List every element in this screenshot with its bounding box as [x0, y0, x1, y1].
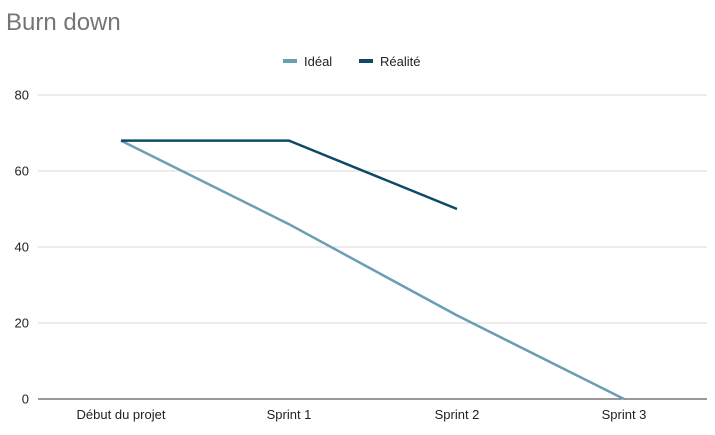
y-tick-label: 40 [15, 240, 29, 255]
legend-item-realite[interactable]: Réalité [359, 54, 420, 69]
series-line-ideal[interactable] [120, 139, 625, 401]
y-axis: 0 20 40 60 80 [15, 88, 29, 407]
x-axis: Début du projet Sprint 1 Sprint 2 Sprint 3 [38, 398, 707, 422]
legend-item-ideal[interactable]: Idéal [283, 54, 332, 69]
x-tick-label: Sprint 3 [602, 407, 647, 422]
x-tick-label: Sprint 2 [435, 407, 480, 422]
series-line-realite[interactable] [121, 139, 458, 211]
y-tick-label: 80 [15, 88, 29, 103]
legend: Idéal Réalité [283, 54, 420, 69]
plot-area [120, 139, 625, 401]
gridlines [38, 94, 707, 324]
y-tick-label: 60 [15, 164, 29, 179]
legend-label-ideal: Idéal [304, 54, 332, 69]
legend-swatch-ideal [283, 59, 297, 63]
x-tick-label: Début du projet [77, 407, 166, 422]
x-tick-label: Sprint 1 [267, 407, 312, 422]
legend-label-realite: Réalité [380, 54, 420, 69]
y-tick-label: 20 [15, 316, 29, 331]
legend-swatch-realite [359, 59, 373, 63]
y-tick-label: 0 [22, 392, 29, 407]
chart-title: Burn down [6, 9, 121, 36]
